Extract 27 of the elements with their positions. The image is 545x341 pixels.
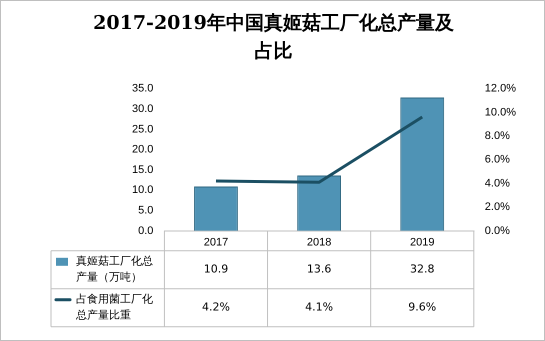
data-label: 32.8: [410, 262, 434, 276]
data-label: 4.2%: [202, 300, 230, 314]
y-tick-label: 35.0: [132, 82, 154, 95]
y2-tick-label: 10.0%: [484, 106, 516, 118]
y-tick-label: 15.0: [132, 164, 154, 176]
chart-title: 2017-2019年中国真姬菇工厂化总产量及占比: [92, 11, 455, 64]
x-tick-label: 2019: [410, 236, 434, 248]
y-tick-label: 20.0: [132, 144, 154, 156]
y2-tick-label: 8.0%: [484, 130, 510, 142]
data-label: 13.6: [306, 262, 332, 276]
legend-label: 占食用菌工厂化总产量比重: [75, 292, 153, 322]
legend-label: 真姬菇工厂化总产量（万吨）: [76, 254, 153, 284]
y-tick-label: 25.0: [132, 123, 154, 136]
y2-tick-label: 0.0%: [484, 224, 510, 237]
y2-tick-label: 4.0%: [484, 177, 510, 190]
y-tick-label: 5.0: [138, 204, 154, 217]
y-tick-label: 10.0: [132, 184, 154, 196]
y2-tick-label: 12.0%: [484, 82, 516, 95]
y-tick-label: 30.0: [132, 102, 154, 115]
x-tick-label: 2018: [306, 236, 332, 248]
data-label: 10.9: [204, 262, 228, 276]
y2-tick-label: 2.0%: [484, 201, 510, 214]
data-label: 4.1%: [305, 300, 334, 314]
y2-tick-label: 6.0%: [484, 154, 510, 166]
y-tick-label: 0.0: [138, 224, 154, 237]
x-tick-label: 2017: [204, 236, 228, 248]
data-label: 9.6%: [408, 300, 436, 314]
